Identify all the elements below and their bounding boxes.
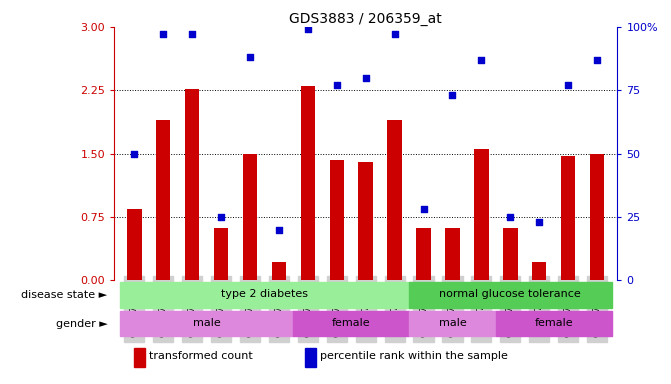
Bar <box>272 262 286 280</box>
Bar <box>243 154 257 280</box>
Point <box>360 74 371 81</box>
Text: female: female <box>534 318 573 328</box>
Bar <box>409 282 611 308</box>
Text: male: male <box>193 318 221 328</box>
Bar <box>446 228 460 280</box>
Point <box>534 219 545 225</box>
Bar <box>496 311 611 336</box>
Bar <box>301 86 315 280</box>
Bar <box>329 159 344 280</box>
Title: GDS3883 / 206359_at: GDS3883 / 206359_at <box>289 12 442 26</box>
Point <box>187 31 197 38</box>
Text: transformed count: transformed count <box>150 351 253 361</box>
Point <box>274 227 285 233</box>
Text: gender ►: gender ► <box>56 318 107 329</box>
Text: type 2 diabetes: type 2 diabetes <box>221 289 308 299</box>
Point <box>447 92 458 98</box>
Text: male: male <box>439 318 466 328</box>
Bar <box>503 228 517 280</box>
Point <box>245 54 256 60</box>
Bar <box>134 348 145 367</box>
Bar <box>416 228 431 280</box>
Point <box>215 214 226 220</box>
Point <box>331 82 342 88</box>
Point <box>476 57 486 63</box>
Bar <box>120 282 409 308</box>
Text: disease state ►: disease state ► <box>21 290 107 300</box>
Point <box>129 151 140 157</box>
Point <box>418 206 429 212</box>
Point <box>592 57 603 63</box>
Bar <box>409 311 496 336</box>
Bar <box>590 154 605 280</box>
Bar <box>474 149 488 280</box>
Bar <box>120 311 293 336</box>
Bar <box>214 228 228 280</box>
Bar <box>358 162 373 280</box>
Bar <box>156 120 170 280</box>
Point <box>303 26 313 33</box>
Bar <box>532 262 546 280</box>
Text: female: female <box>332 318 370 328</box>
Bar <box>305 348 317 367</box>
Bar <box>387 120 402 280</box>
Point <box>505 214 516 220</box>
Text: percentile rank within the sample: percentile rank within the sample <box>321 351 508 361</box>
Point <box>389 31 400 38</box>
Point <box>158 31 168 38</box>
Point <box>563 82 574 88</box>
Bar <box>293 311 409 336</box>
Bar <box>127 209 142 280</box>
Text: normal glucose tolerance: normal glucose tolerance <box>440 289 581 299</box>
Bar <box>185 89 199 280</box>
Bar <box>561 156 576 280</box>
